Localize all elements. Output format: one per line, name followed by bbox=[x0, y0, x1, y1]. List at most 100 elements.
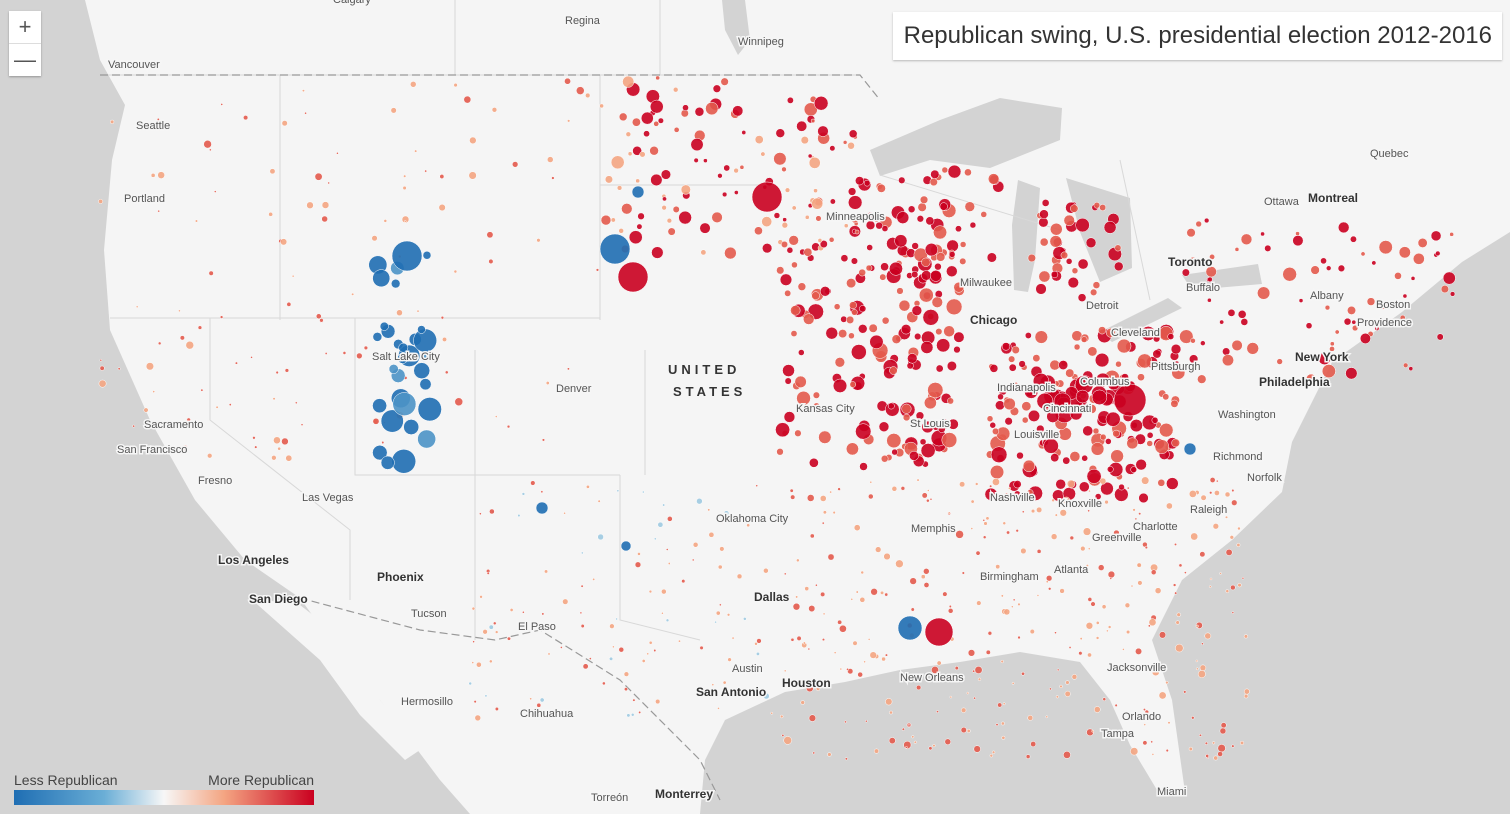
county-marker[interactable] bbox=[936, 710, 939, 713]
county-marker[interactable] bbox=[1298, 298, 1304, 303]
county-marker[interactable] bbox=[1326, 265, 1332, 271]
county-marker[interactable] bbox=[1257, 286, 1271, 300]
county-marker[interactable] bbox=[813, 188, 818, 193]
county-marker[interactable] bbox=[972, 669, 976, 673]
county-marker[interactable] bbox=[1231, 744, 1235, 748]
county-marker[interactable] bbox=[1334, 329, 1340, 335]
county-marker[interactable] bbox=[1219, 572, 1222, 575]
county-marker[interactable] bbox=[612, 645, 615, 649]
county-marker[interactable] bbox=[786, 96, 794, 104]
county-marker[interactable] bbox=[417, 325, 426, 334]
county-marker[interactable] bbox=[1410, 276, 1416, 281]
county-marker[interactable] bbox=[506, 424, 511, 429]
county-marker[interactable] bbox=[653, 537, 657, 541]
county-marker[interactable] bbox=[1069, 407, 1083, 421]
county-marker[interactable] bbox=[989, 364, 999, 373]
county-marker[interactable] bbox=[1143, 708, 1146, 711]
county-marker[interactable] bbox=[1199, 733, 1202, 737]
county-marker[interactable] bbox=[1097, 564, 1105, 571]
county-marker[interactable] bbox=[416, 309, 420, 313]
county-marker[interactable] bbox=[911, 735, 915, 739]
county-marker[interactable] bbox=[600, 214, 612, 226]
county-marker[interactable] bbox=[1026, 489, 1034, 496]
county-marker[interactable] bbox=[1032, 354, 1041, 363]
county-marker[interactable] bbox=[699, 222, 711, 234]
county-marker[interactable] bbox=[1034, 330, 1048, 344]
county-marker[interactable] bbox=[1399, 314, 1406, 321]
county-marker[interactable] bbox=[178, 309, 181, 313]
county-marker[interactable] bbox=[756, 651, 760, 656]
county-marker[interactable] bbox=[655, 75, 660, 81]
county-marker[interactable] bbox=[254, 445, 258, 449]
county-marker[interactable] bbox=[832, 378, 848, 393]
county-marker[interactable] bbox=[755, 484, 758, 487]
county-marker[interactable] bbox=[363, 345, 369, 351]
county-marker[interactable] bbox=[440, 316, 445, 320]
county-marker[interactable] bbox=[907, 353, 918, 364]
county-marker[interactable] bbox=[1008, 355, 1016, 363]
county-marker[interactable] bbox=[1030, 508, 1036, 514]
county-marker[interactable] bbox=[1012, 598, 1016, 602]
county-marker[interactable] bbox=[920, 340, 934, 354]
county-marker[interactable] bbox=[717, 564, 723, 570]
county-marker[interactable] bbox=[790, 305, 801, 316]
county-marker[interactable] bbox=[715, 610, 721, 616]
county-marker[interactable] bbox=[1173, 360, 1181, 368]
county-marker[interactable] bbox=[1398, 246, 1411, 259]
county-marker[interactable] bbox=[1056, 668, 1060, 672]
county-marker[interactable] bbox=[661, 612, 664, 615]
county-marker[interactable] bbox=[1041, 199, 1050, 207]
county-marker[interactable] bbox=[770, 711, 774, 715]
county-marker[interactable] bbox=[790, 494, 796, 500]
county-marker[interactable] bbox=[413, 328, 437, 353]
county-marker[interactable] bbox=[1231, 339, 1243, 351]
county-marker[interactable] bbox=[1049, 235, 1062, 248]
county-marker[interactable] bbox=[1059, 588, 1065, 594]
county-marker[interactable] bbox=[783, 572, 787, 576]
county-marker[interactable] bbox=[1011, 345, 1020, 354]
county-marker[interactable] bbox=[927, 382, 944, 399]
county-marker[interactable] bbox=[1039, 237, 1049, 247]
county-marker[interactable] bbox=[250, 356, 253, 359]
county-marker[interactable] bbox=[804, 586, 810, 591]
county-marker[interactable] bbox=[776, 266, 785, 275]
county-marker[interactable] bbox=[815, 583, 818, 587]
county-marker[interactable] bbox=[1103, 221, 1117, 234]
county-marker[interactable] bbox=[145, 362, 154, 371]
county-marker[interactable] bbox=[720, 77, 729, 86]
county-marker[interactable] bbox=[1079, 637, 1083, 641]
county-marker[interactable] bbox=[560, 646, 563, 649]
county-marker[interactable] bbox=[651, 246, 664, 259]
county-marker[interactable] bbox=[805, 215, 810, 220]
county-marker[interactable] bbox=[539, 625, 543, 629]
county-marker[interactable] bbox=[1209, 577, 1213, 581]
county-marker[interactable] bbox=[1017, 635, 1021, 640]
county-marker[interactable] bbox=[911, 270, 919, 278]
county-marker[interactable] bbox=[1086, 404, 1097, 414]
county-marker[interactable] bbox=[1003, 608, 1011, 616]
county-marker[interactable] bbox=[860, 570, 864, 575]
county-marker[interactable] bbox=[1036, 506, 1043, 513]
county-marker[interactable] bbox=[822, 612, 826, 616]
county-marker[interactable] bbox=[371, 235, 378, 242]
county-marker[interactable] bbox=[934, 262, 942, 271]
county-marker[interactable] bbox=[1157, 478, 1166, 487]
county-marker[interactable] bbox=[1030, 741, 1037, 748]
county-marker[interactable] bbox=[1394, 272, 1402, 280]
county-marker[interactable] bbox=[865, 719, 868, 723]
county-marker[interactable] bbox=[1011, 605, 1014, 608]
county-marker[interactable] bbox=[931, 296, 943, 308]
county-marker[interactable] bbox=[1004, 417, 1013, 426]
county-marker[interactable] bbox=[392, 392, 417, 416]
county-marker[interactable] bbox=[1201, 642, 1204, 646]
county-marker[interactable] bbox=[1091, 389, 1108, 405]
county-marker[interactable] bbox=[277, 446, 282, 451]
county-marker[interactable] bbox=[719, 603, 722, 607]
county-marker[interactable] bbox=[1190, 532, 1199, 541]
county-marker[interactable] bbox=[494, 415, 498, 418]
county-marker[interactable] bbox=[1175, 643, 1184, 653]
county-marker[interactable] bbox=[1190, 338, 1196, 344]
county-marker[interactable] bbox=[1351, 319, 1357, 325]
county-marker[interactable] bbox=[813, 96, 829, 111]
county-marker[interactable] bbox=[720, 520, 724, 524]
